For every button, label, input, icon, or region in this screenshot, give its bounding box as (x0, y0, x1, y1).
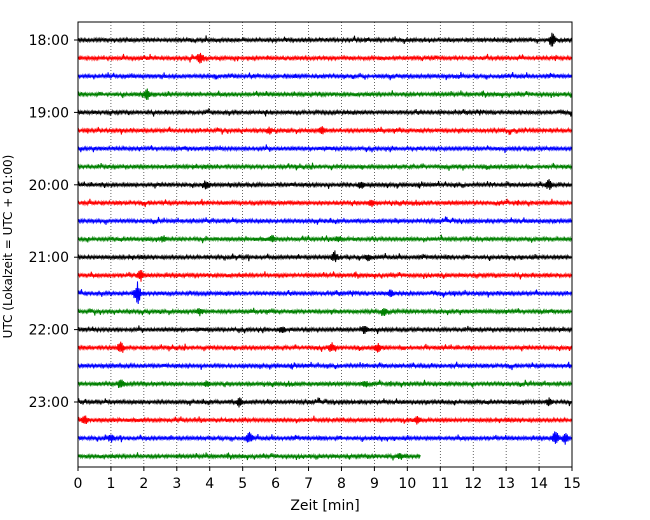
y-tick-label: 21:00 (29, 250, 69, 266)
trace-2200 (77, 325, 572, 335)
x-tick-label: 1 (106, 476, 115, 492)
trace-2345 (77, 452, 421, 461)
x-tick-label: 5 (238, 476, 247, 492)
x-axis-title: Zeit [min] (290, 498, 359, 514)
trace-2115 (77, 270, 572, 282)
x-tick-label: 7 (304, 476, 313, 492)
y-axis-title: UTC (Lokalzeit = UTC + 01:00) (1, 155, 15, 339)
y-tick-label: 22:00 (29, 323, 69, 339)
x-tick-label: 12 (464, 476, 482, 492)
x-tick-label: 2 (139, 476, 148, 492)
y-axis-ticks: 18:00 19:00 20:00 21:00 22:00 23:00 (29, 33, 78, 411)
trace-2315 (77, 415, 572, 425)
x-tick-label: 11 (431, 476, 449, 492)
x-tick-label: 6 (271, 476, 280, 492)
trace-1815 (77, 52, 572, 64)
plot-frame (77, 21, 573, 468)
trace-2145 (77, 307, 572, 317)
x-axis-ticks: 0 1 2 3 4 5 6 7 8 9 10 11 12 13 14 15 (74, 467, 581, 492)
x-tick-label: 3 (172, 476, 181, 492)
trace-2015 (77, 198, 572, 208)
x-tick-label: 14 (530, 476, 548, 492)
y-tick-label: 23:00 (29, 395, 69, 411)
trace-1945 (77, 162, 572, 171)
y-tick-label: 20:00 (29, 178, 69, 194)
trace-layer (77, 32, 572, 461)
trace-1915 (77, 126, 572, 136)
x-tick-label: 9 (370, 476, 379, 492)
trace-2215 (77, 341, 572, 353)
trace-1830 (77, 71, 572, 81)
y-tick-label: 18:00 (29, 33, 69, 49)
trace-1800 (77, 32, 572, 47)
x-tick-label: 0 (74, 476, 83, 492)
trace-2100 (77, 250, 572, 263)
trace-1900 (77, 108, 572, 117)
trace-2000 (77, 179, 572, 190)
trace-2130 (77, 281, 572, 305)
trace-2230 (77, 361, 572, 371)
x-tick-label: 4 (205, 476, 214, 492)
trace-2030 (77, 216, 572, 225)
trace-2300 (77, 397, 572, 408)
axes-layer (77, 21, 573, 468)
x-tick-label: 8 (337, 476, 346, 492)
trace-2245 (77, 379, 572, 388)
trace-1930 (77, 144, 572, 154)
y-tick-label: 19:00 (29, 105, 69, 121)
trace-1845 (77, 88, 572, 100)
grid-layer (110, 22, 540, 467)
x-tick-label: 10 (398, 476, 416, 492)
x-tick-label: 13 (497, 476, 515, 492)
trace-2330 (77, 431, 572, 445)
x-tick-label: 15 (563, 476, 581, 492)
trace-2045 (77, 234, 572, 244)
